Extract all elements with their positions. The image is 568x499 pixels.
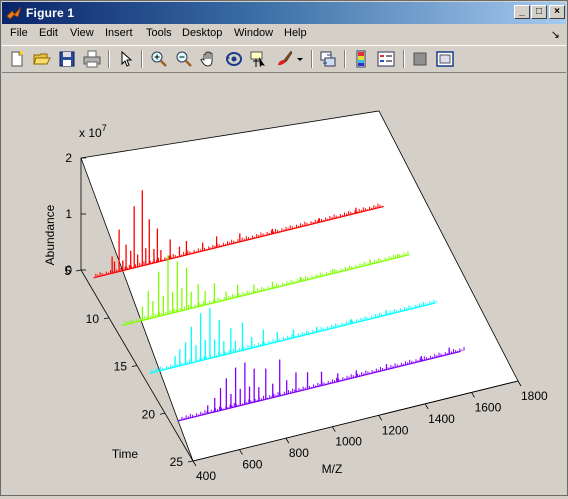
y-tick-mark — [75, 269, 82, 272]
toolbar-separator — [344, 50, 346, 68]
open-file-icon[interactable] — [32, 49, 52, 69]
dropdown-arrow-icon[interactable] — [295, 49, 305, 69]
baseline-line — [121, 254, 410, 327]
menu-desktop[interactable]: Desktop — [182, 27, 223, 39]
spectrum-trace — [121, 250, 410, 327]
link-plot-icon[interactable] — [318, 49, 338, 69]
menu-view[interactable]: View — [70, 27, 94, 39]
y-tick-label: 15 — [114, 360, 128, 374]
y-tick-mark — [159, 412, 166, 415]
y-tick-label: 10 — [86, 312, 100, 326]
y-tick-mark — [187, 460, 194, 463]
save-icon[interactable] — [57, 49, 77, 69]
brush-icon[interactable] — [274, 49, 294, 69]
x-tick-label: 800 — [289, 446, 309, 460]
z-tick-label: 1 — [65, 207, 72, 221]
y-tick-label: 25 — [170, 455, 184, 469]
x-tick-label: 400 — [196, 469, 216, 483]
spectrum-trace — [177, 346, 465, 422]
z-tick-label: 2 — [65, 151, 72, 165]
x-tick-label: 1200 — [382, 423, 409, 437]
menu-file[interactable]: File — [10, 27, 28, 39]
x-tick-mark — [192, 460, 197, 467]
x-tick-mark — [285, 437, 290, 444]
toolbar-separator — [311, 50, 313, 68]
figure-toolbar — [2, 45, 566, 73]
zoom-in-icon[interactable] — [149, 49, 169, 69]
zoom-out-icon[interactable] — [174, 49, 194, 69]
z-tick-label: 0 — [65, 263, 72, 277]
menu-tools[interactable]: Tools — [146, 27, 172, 39]
x-tick-label: 1800 — [521, 389, 548, 403]
minimize-button[interactable]: _ — [514, 5, 530, 19]
matlab-logo-icon — [6, 6, 22, 20]
y-tick-mark — [131, 365, 138, 367]
colorbar-icon[interactable] — [351, 49, 371, 69]
x-tick-label: 1000 — [335, 435, 362, 449]
menu-window[interactable]: Window — [234, 27, 274, 39]
x-tick-mark — [517, 380, 522, 387]
baseline-line — [177, 350, 461, 422]
x-axis-label: M/Z — [322, 462, 343, 476]
spectrum-trace — [149, 299, 437, 374]
z-exponent-label: x 107 — [79, 123, 107, 140]
x-tick-mark — [424, 403, 429, 410]
rotate-3d-icon[interactable] — [224, 49, 244, 69]
menu-bar: File Edit View Insert Tools Desktop Wind… — [2, 25, 566, 44]
x-tick-mark — [378, 415, 383, 421]
y-axis-label: Time — [112, 447, 139, 461]
close-button[interactable]: × — [549, 5, 565, 19]
z-axis-label: Abundance — [43, 204, 57, 265]
pan-hand-icon[interactable] — [199, 49, 219, 69]
hide-plot-tools-icon[interactable] — [410, 49, 430, 69]
y-tick-label: 20 — [142, 407, 156, 421]
new-figure-icon[interactable] — [7, 49, 27, 69]
x-tick-label: 1600 — [475, 400, 502, 414]
print-icon[interactable] — [82, 49, 102, 69]
arrow-select-icon[interactable] — [116, 49, 136, 69]
figure-canvas[interactable]: 400 600 800 1000 1200 1400 1600 1800 5 10 15 20 25 0 1… — [2, 74, 566, 494]
x-tick-mark — [331, 426, 336, 432]
maximize-button[interactable]: □ — [531, 5, 547, 19]
menu-help[interactable]: Help — [284, 27, 307, 39]
x-tick-mark — [239, 449, 243, 455]
toolbar-separator — [403, 50, 405, 68]
window-title: Figure 1 — [26, 6, 75, 20]
menu-dock-arrow[interactable]: ↘ — [550, 29, 560, 41]
legend-icon[interactable] — [376, 49, 396, 69]
waterfall-plot[interactable]: 400 600 800 1000 1200 1400 1600 1800 5 10 15 20 25 0 1… — [2, 74, 566, 494]
x-tick-mark — [471, 392, 475, 398]
x-tick-label: 600 — [242, 458, 262, 472]
x-tick-label: 1400 — [428, 412, 455, 426]
toolbar-separator — [108, 50, 110, 68]
show-plot-tools-icon[interactable] — [435, 49, 455, 69]
y-tick-label: 5 — [64, 264, 71, 278]
spectrum-trace — [93, 190, 384, 279]
menu-edit[interactable]: Edit — [39, 27, 58, 39]
title-bar[interactable]: Figure 1 _ □ × — [2, 2, 566, 24]
y-tick-mark — [103, 317, 110, 320]
data-cursor-icon[interactable] — [249, 49, 269, 69]
toolbar-separator — [141, 50, 143, 68]
menu-insert[interactable]: Insert — [105, 27, 133, 39]
x-axis-line — [192, 380, 519, 462]
